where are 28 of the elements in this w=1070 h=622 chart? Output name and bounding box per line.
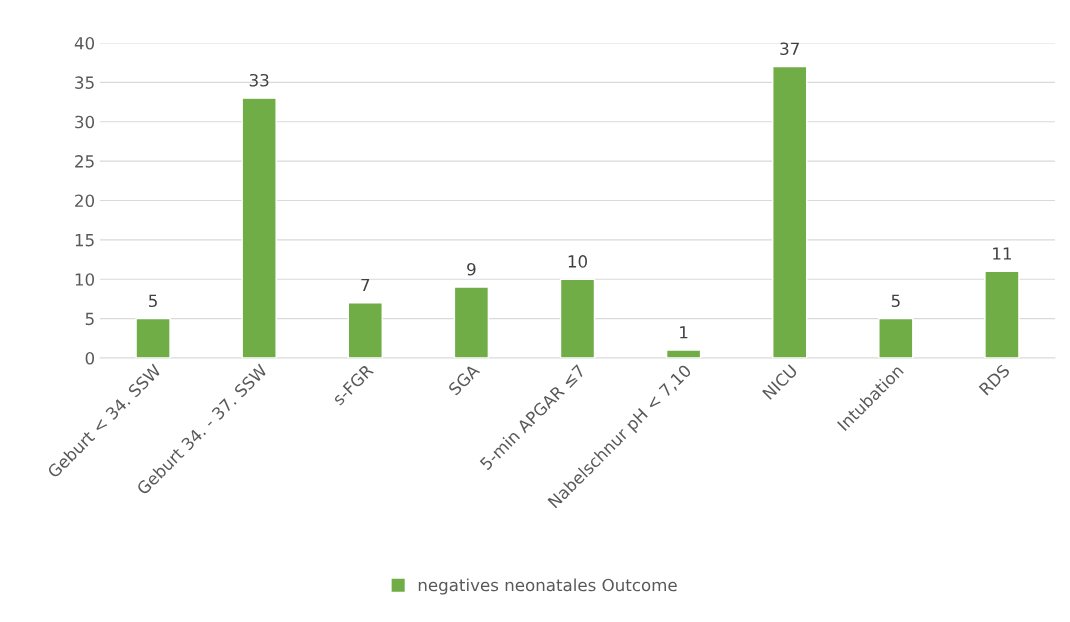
- data-label: 7: [361, 278, 370, 292]
- data-label: 37: [780, 42, 799, 56]
- data-label: 11: [993, 247, 1012, 260]
- y-tick-label: 35: [75, 76, 94, 89]
- legend-label: negatives neonatales Outcome: [418, 578, 677, 595]
- bar: [559, 278, 596, 358]
- data-label: 33: [249, 73, 269, 87]
- y-tick-label: 5: [85, 312, 94, 326]
- data-label: 5: [149, 294, 157, 308]
- y-tick-label: 25: [75, 155, 94, 168]
- bar: [665, 349, 702, 358]
- bar: [135, 317, 171, 358]
- data-label: 10: [568, 255, 587, 268]
- y-tick-label: 10: [75, 273, 95, 286]
- data-label: 5: [891, 294, 900, 308]
- bar: [984, 270, 1020, 358]
- bar: [241, 97, 277, 358]
- bar: [347, 302, 383, 358]
- y-tick-label: 30: [75, 115, 95, 129]
- bar: [453, 286, 490, 358]
- bar: [878, 317, 914, 358]
- data-label: 9: [467, 262, 476, 276]
- y-tick-label: 15: [75, 234, 94, 247]
- bar: [772, 65, 808, 358]
- data-label: 1: [680, 326, 688, 339]
- y-tick-label: 0: [85, 351, 95, 365]
- y-tick-label: 40: [74, 36, 95, 50]
- y-tick-label: 20: [75, 194, 95, 208]
